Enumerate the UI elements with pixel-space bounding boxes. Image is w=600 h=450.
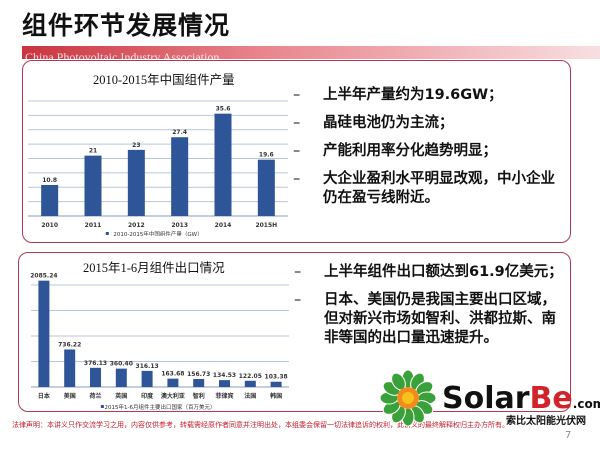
export-chart: 2085.24 日本 736.22 美国 376.13 荷兰 360.40 英国 316.13 印… bbox=[30, 273, 289, 411]
bullet-dash: – bbox=[293, 115, 301, 131]
legend-entry: 2015年1-6月组件主要出口国家（百万美元） bbox=[105, 403, 216, 411]
svg-text:SolarBe.com: SolarBe.com bbox=[442, 381, 600, 416]
bullet-text: 产能利用率分化趋势明显； bbox=[323, 143, 497, 159]
data-label: 156.73 bbox=[187, 371, 210, 378]
bullet-text: 上半年组件出口额达到61.9亿美元； bbox=[324, 264, 563, 280]
bar bbox=[219, 380, 230, 387]
chart-title-production: 2010-2015年中国组件产量 bbox=[93, 73, 235, 87]
data-label: 103.38 bbox=[265, 374, 288, 381]
bullet-dash: – bbox=[294, 264, 302, 280]
association-band: China Photovoltaic Industry Association bbox=[22, 46, 600, 64]
bullet-text: 上半年产量约为19.6GW； bbox=[323, 87, 503, 103]
bullet-dash: – bbox=[293, 87, 301, 103]
bullet-dash: – bbox=[293, 171, 301, 187]
bullet-item: – 日本、美国仍是我国主要出口区域，但对新兴市场如智利、洪都拉斯、南非等国的出口量… bbox=[294, 291, 564, 348]
legend-entry: 2010-2015年中国组件产量（GW） bbox=[113, 230, 202, 236]
bullet-dash: – bbox=[294, 292, 302, 308]
tick-label: 2014 bbox=[215, 222, 232, 229]
bar bbox=[214, 113, 232, 216]
tick-label: 2015H bbox=[255, 222, 277, 229]
data-label: 376.13 bbox=[84, 360, 107, 367]
production-bullets: – 上半年产量约为19.6GW； – 晶硅电池仍为主流； – 产能利用率分化趋势明显； – 大… bbox=[293, 86, 563, 217]
bar bbox=[167, 378, 179, 387]
page-title: 组件环节发展情况 bbox=[22, 11, 231, 40]
bar bbox=[115, 368, 127, 387]
bullet-item: – 产能利用率分化趋势明显； bbox=[293, 142, 563, 161]
legend-swatch bbox=[100, 405, 104, 408]
bar bbox=[270, 381, 282, 387]
tick-label: 菲律宾 bbox=[215, 392, 233, 400]
bar bbox=[244, 380, 256, 387]
production-panel: 2010-2015年中国组件产量 10.8 2010 21 2011 23 2012 27.… bbox=[22, 60, 571, 243]
bar bbox=[90, 367, 101, 387]
bullet-item: – 大企业盈利水平明显改观，中小企业仍在盈亏线附近。 bbox=[293, 170, 563, 208]
tick-label: 2012 bbox=[128, 222, 145, 229]
tick-label: 印度 bbox=[141, 392, 154, 400]
data-label: 35.6 bbox=[216, 106, 231, 113]
data-label: 316.13 bbox=[136, 363, 159, 370]
tick-label: 2011 bbox=[85, 222, 102, 229]
bullet-text: 日本、美国仍是我国主要出口区域，但对新兴市场如智利、洪都拉斯、南非等国的出口量迅… bbox=[324, 292, 556, 346]
tick-label: 智利 bbox=[193, 392, 205, 400]
bar bbox=[127, 149, 145, 216]
tick-label: 日本 bbox=[38, 392, 51, 400]
production-chart: 10.8 2010 21 2011 23 2012 27.4 2013 35.6 2014 19.6… bbox=[28, 100, 288, 236]
bar bbox=[41, 184, 59, 216]
data-label: 736.22 bbox=[58, 341, 81, 348]
chart-title-export: 2015年1-6月组件出口情况 bbox=[83, 261, 225, 275]
data-label: 2085.24 bbox=[30, 273, 57, 280]
data-label: 122.05 bbox=[239, 373, 262, 380]
bar bbox=[38, 280, 50, 387]
bullet-item: – 晶硅电池仍为主流； bbox=[293, 114, 563, 133]
bar bbox=[84, 155, 102, 216]
tick-label: 法国 bbox=[244, 392, 256, 400]
tick-label: 澳大利亚 bbox=[161, 392, 185, 400]
export-panel: 2015年1-6月组件出口情况 2085.24 日本 736.22 美国 376.13 荷… bbox=[18, 252, 571, 412]
bar bbox=[257, 159, 275, 216]
tick-label: 2010 bbox=[41, 222, 58, 229]
tick-label: 韩国 bbox=[270, 392, 282, 400]
bullet-text: 大企业盈利水平明显改观，中小企业仍在盈亏线附近。 bbox=[323, 171, 555, 206]
data-label: 10.8 bbox=[42, 177, 57, 184]
svg-text:索比太阳能光伏网: 索比太阳能光伏网 bbox=[506, 414, 586, 427]
data-label: 27.4 bbox=[172, 129, 187, 136]
page-number: 7 bbox=[565, 430, 572, 441]
bullet-text: 晶硅电池仍为主流； bbox=[323, 115, 454, 131]
bullet-item: – 上半年产量约为19.6GW； bbox=[293, 86, 563, 105]
tick-label: 2013 bbox=[171, 222, 188, 229]
data-label: 23 bbox=[132, 142, 140, 149]
flower-icon bbox=[379, 369, 437, 427]
bullet-dash: – bbox=[293, 143, 301, 159]
data-label: 360.40 bbox=[110, 361, 133, 368]
data-label: 21 bbox=[89, 148, 97, 155]
tick-label: 美国 bbox=[63, 392, 76, 400]
solarbe-watermark-logo: SolarBe.com 索比太阳能光伏网 bbox=[379, 369, 600, 427]
bar bbox=[171, 137, 189, 216]
data-label: 163.68 bbox=[161, 371, 184, 378]
data-label: 134.53 bbox=[213, 372, 236, 379]
export-bullets: – 上半年组件出口额达到61.9亿美元； – 日本、美国仍是我国主要出口区域，但对新兴… bbox=[294, 263, 564, 357]
bar bbox=[193, 379, 205, 387]
tick-label: 荷兰 bbox=[88, 392, 101, 400]
tick-label: 英国 bbox=[114, 392, 127, 400]
legend-swatch bbox=[105, 232, 109, 235]
legal-notice: 法律声明：本讲义只作交流学习之用，内容仅供参考，转载需经原作者同意并注明出处，本… bbox=[12, 421, 509, 429]
bar bbox=[141, 370, 153, 387]
data-label: 19.6 bbox=[259, 152, 274, 159]
bar bbox=[64, 349, 76, 387]
bullet-item: – 上半年组件出口额达到61.9亿美元； bbox=[294, 263, 564, 282]
